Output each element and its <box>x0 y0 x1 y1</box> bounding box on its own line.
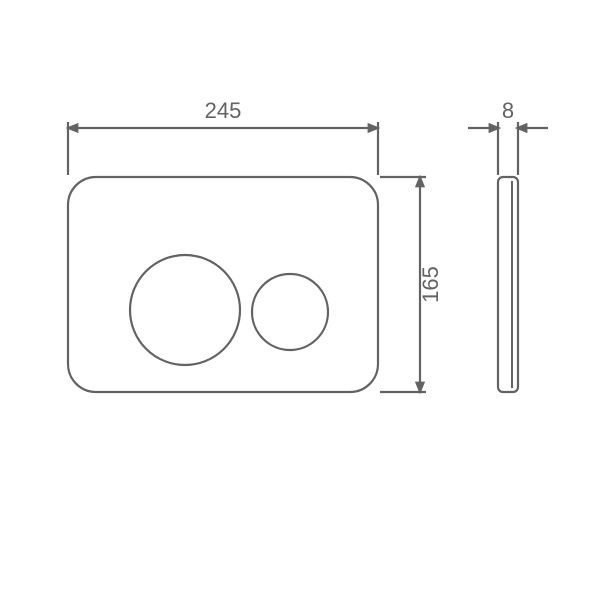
small-button-circle <box>252 274 328 350</box>
side-outer <box>498 177 518 392</box>
front-plate <box>68 177 378 392</box>
large-button-circle <box>130 255 240 365</box>
dim-height-label: 165 <box>418 266 443 303</box>
dim-width-label: 245 <box>205 98 242 123</box>
dim-depth-label: 8 <box>502 98 514 123</box>
